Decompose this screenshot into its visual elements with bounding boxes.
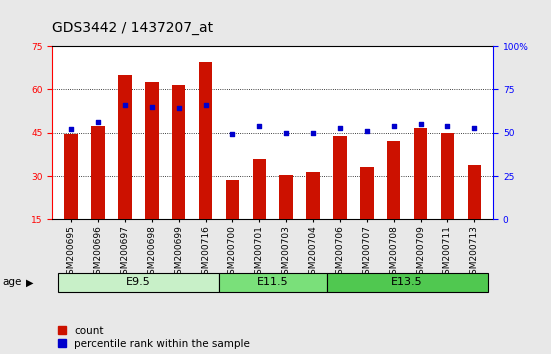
Bar	[252, 159, 266, 219]
Text: E11.5: E11.5	[257, 277, 289, 287]
Bar	[145, 82, 159, 219]
Bar	[414, 129, 427, 219]
Point	[416, 121, 425, 127]
Point	[470, 125, 479, 130]
Point	[255, 123, 264, 129]
Point	[147, 104, 156, 110]
Bar	[199, 62, 212, 219]
Point	[121, 102, 129, 108]
Point	[174, 105, 183, 111]
Legend: count, percentile rank within the sample: count, percentile rank within the sample	[57, 326, 250, 349]
Point	[363, 128, 371, 134]
Point	[201, 102, 210, 108]
Bar	[58, 273, 219, 292]
Bar	[118, 75, 132, 219]
Text: E9.5: E9.5	[126, 277, 151, 287]
Text: E13.5: E13.5	[391, 277, 423, 287]
Bar	[64, 134, 78, 219]
Point	[94, 120, 102, 125]
Text: age: age	[3, 277, 22, 287]
Bar	[333, 136, 347, 219]
Bar	[226, 181, 239, 219]
Point	[309, 130, 317, 136]
Point	[390, 123, 398, 129]
Point	[282, 130, 290, 136]
Bar	[441, 133, 454, 219]
Bar	[387, 141, 401, 219]
Bar	[306, 172, 320, 219]
Point	[67, 126, 75, 132]
Bar	[172, 85, 185, 219]
Text: ▶: ▶	[26, 277, 34, 287]
Bar	[360, 167, 374, 219]
Bar	[468, 165, 481, 219]
Text: GDS3442 / 1437207_at: GDS3442 / 1437207_at	[52, 21, 213, 35]
Point	[228, 132, 237, 137]
Point	[443, 123, 452, 129]
Bar	[279, 175, 293, 219]
Bar	[91, 126, 105, 219]
Point	[336, 125, 344, 130]
Bar	[219, 273, 327, 292]
Bar	[327, 273, 488, 292]
